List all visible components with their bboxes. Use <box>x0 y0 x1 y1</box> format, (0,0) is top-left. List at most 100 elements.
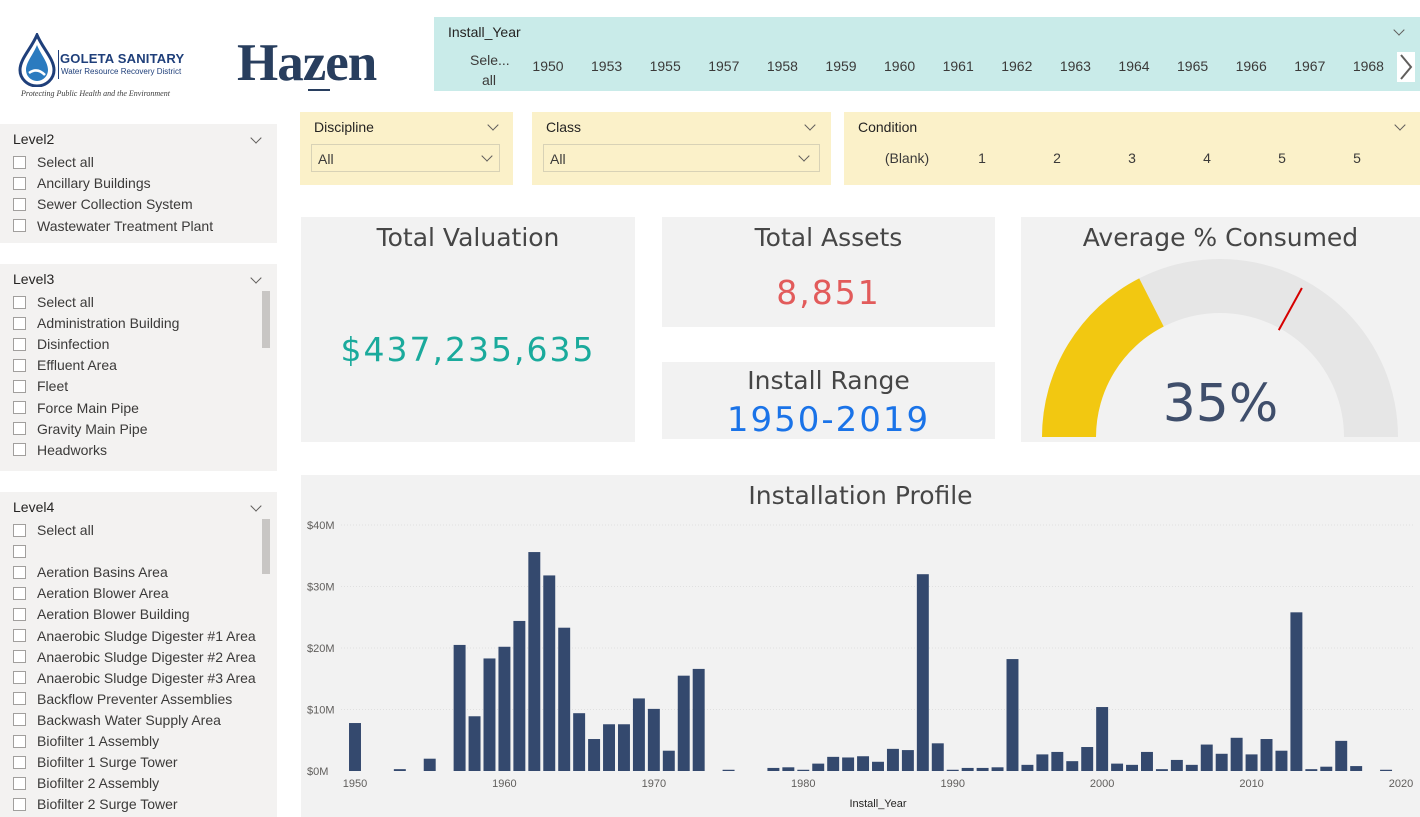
checkbox[interactable] <box>13 776 26 790</box>
year-chip[interactable]: 1966 <box>1235 58 1267 74</box>
checkbox[interactable] <box>13 734 26 748</box>
level4-item[interactable]: Anaerobic Sludge Digester #2 Area <box>13 647 256 667</box>
checkbox[interactable] <box>13 692 26 706</box>
level3-item[interactable]: Gravity Main Pipe <box>13 419 147 439</box>
level4-item[interactable]: Backflow Preventer Assemblies <box>13 689 232 709</box>
checkbox[interactable] <box>13 671 26 685</box>
level4-item[interactable]: Select all <box>13 520 94 540</box>
checkbox[interactable] <box>13 295 26 309</box>
level2-item[interactable]: Wastewater Treatment Plant <box>13 216 213 236</box>
year-chip[interactable]: 1955 <box>649 58 681 74</box>
year-chip[interactable]: 1962 <box>1001 58 1033 74</box>
level4-item[interactable]: Aeration Basins Area <box>13 562 168 582</box>
year-chip[interactable]: 1960 <box>884 58 916 74</box>
level4-slicer: Level4 Select all Aeration Basins Area Aer… <box>0 492 277 817</box>
level4-item[interactable]: Aeration Blower Area <box>13 583 169 603</box>
level4-item[interactable]: Anaerobic Sludge Digester #3 Area <box>13 668 256 688</box>
checkbox[interactable] <box>13 755 26 769</box>
level2-item[interactable]: Ancillary Buildings <box>13 173 151 193</box>
level4-item[interactable]: Backwash Water Supply Area <box>13 710 221 730</box>
checkbox[interactable] <box>13 176 26 190</box>
level3-item[interactable]: Fleet <box>13 376 68 396</box>
year-chip[interactable]: 1968 <box>1352 58 1384 74</box>
year-chip[interactable]: 1965 <box>1177 58 1209 74</box>
level3-item[interactable]: Force Main Pipe <box>13 398 139 418</box>
checkbox[interactable] <box>13 379 26 393</box>
chevron-down-icon[interactable] <box>487 119 499 131</box>
level3-item[interactable]: Headworks <box>13 440 107 460</box>
hazen-logo: Hazen <box>237 34 377 92</box>
level4-scrollbar[interactable] <box>262 519 270 574</box>
year-chip[interactable]: 1957 <box>708 58 740 74</box>
level3-item[interactable]: Disinfection <box>13 334 109 354</box>
year-chip[interactable]: 1958 <box>766 58 798 74</box>
year-scroll-next-button[interactable] <box>1397 52 1415 82</box>
level4-item[interactable]: Anaerobic Sludge Digester #1 Area <box>13 626 256 646</box>
checkbox[interactable] <box>13 316 26 330</box>
checkbox[interactable] <box>13 401 26 414</box>
year-chip[interactable]: 1964 <box>1118 58 1150 74</box>
chart-bar <box>393 769 406 771</box>
level4-item-label: Anaerobic Sludge Digester #2 Area <box>37 648 256 665</box>
checkbox[interactable] <box>13 544 26 558</box>
chevron-down-icon[interactable] <box>250 132 262 144</box>
level3-item[interactable]: Effluent Area <box>13 355 117 375</box>
condition-chip[interactable]: 4 <box>1203 150 1211 166</box>
year-chip[interactable]: 1963 <box>1059 58 1091 74</box>
year-chip[interactable]: 1953 <box>591 58 623 74</box>
checkbox[interactable] <box>13 523 26 537</box>
y-tick-label: $40M <box>307 520 335 532</box>
chart-bar <box>782 767 795 771</box>
chart-bar <box>588 739 601 771</box>
level4-item[interactable]: Biofilter 1 Assembly <box>13 731 159 751</box>
year-chip[interactable]: 1950 <box>532 58 564 74</box>
condition-chip[interactable]: 1 <box>978 150 986 166</box>
year-chip[interactable]: 1967 <box>1294 58 1326 74</box>
level4-item[interactable]: Biofilter 2 Surge Tower <box>13 794 178 814</box>
condition-chip[interactable]: (Blank) <box>884 150 930 166</box>
chevron-down-icon[interactable] <box>1394 119 1406 131</box>
level4-item[interactable]: Biofilter 1 Surge Tower <box>13 752 178 772</box>
class-dropdown[interactable]: All <box>543 144 820 172</box>
condition-chip[interactable]: 2 <box>1053 150 1061 166</box>
checkbox[interactable] <box>13 443 26 457</box>
chevron-down-icon[interactable] <box>1393 24 1405 36</box>
year-select-all[interactable]: Sele... all <box>470 52 510 88</box>
condition-chip[interactable]: 3 <box>1128 150 1136 166</box>
checkbox[interactable] <box>13 565 26 579</box>
checkbox[interactable] <box>13 713 26 727</box>
chevron-down-icon[interactable] <box>804 119 816 131</box>
level2-item[interactable]: Select all <box>13 152 94 172</box>
x-tick-label: 2010 <box>1239 778 1263 790</box>
checkbox[interactable] <box>13 607 26 621</box>
chevron-down-icon[interactable] <box>250 272 262 284</box>
checkbox[interactable] <box>13 155 26 169</box>
chart-bar <box>1066 761 1079 771</box>
level2-slicer: Level2 Select all Ancillary Buildings Sewe… <box>0 124 277 243</box>
level4-item-label: Aeration Blower Building <box>37 606 190 623</box>
year-chip[interactable]: 1961 <box>942 58 974 74</box>
condition-chip[interactable]: 5 <box>1278 150 1286 166</box>
condition-chip[interactable]: 5 <box>1353 150 1361 166</box>
level2-item-label: Ancillary Buildings <box>37 175 151 192</box>
level4-item[interactable]: Biofilter 2 Assembly <box>13 773 159 793</box>
checkbox[interactable] <box>13 586 26 600</box>
checkbox[interactable] <box>13 650 26 664</box>
level4-item-label: Anaerobic Sludge Digester #3 Area <box>37 669 256 686</box>
year-chip[interactable]: 1959 <box>825 58 857 74</box>
checkbox[interactable] <box>13 337 26 351</box>
discipline-dropdown[interactable]: All <box>311 144 500 172</box>
level3-item[interactable]: Administration Building <box>13 313 179 333</box>
checkbox[interactable] <box>13 219 26 233</box>
chevron-down-icon[interactable] <box>250 500 262 512</box>
checkbox[interactable] <box>13 197 26 211</box>
level4-item[interactable] <box>13 541 37 561</box>
level4-item[interactable]: Aeration Blower Building <box>13 604 190 624</box>
checkbox[interactable] <box>13 422 26 436</box>
checkbox[interactable] <box>13 629 26 642</box>
checkbox[interactable] <box>13 797 26 811</box>
level2-item[interactable]: Sewer Collection System <box>13 194 193 214</box>
level3-scrollbar[interactable] <box>262 291 270 348</box>
level3-item[interactable]: Select all <box>13 292 94 312</box>
checkbox[interactable] <box>13 358 26 372</box>
